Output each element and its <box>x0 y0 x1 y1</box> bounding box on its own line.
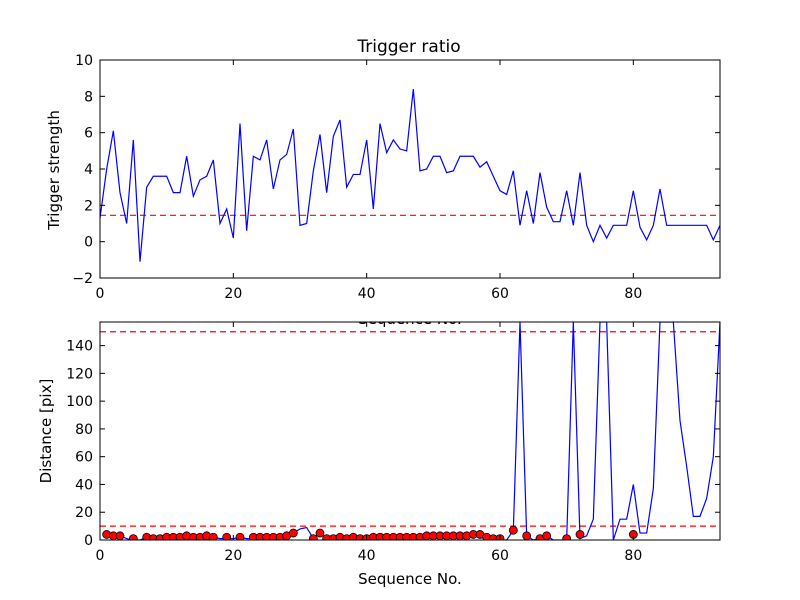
top-axes-frame <box>99 59 721 279</box>
top-y-tick-label: −2 <box>72 271 93 287</box>
top-y-tick-label: 8 <box>84 89 93 105</box>
bottom-y-tick-label: 40 <box>75 477 93 493</box>
top-x-tick-label: 80 <box>624 286 642 302</box>
bottom-marker-point <box>288 528 298 538</box>
top-x-tick-label: 20 <box>224 286 242 302</box>
top-y-tick-label: 0 <box>84 235 93 251</box>
bottom-x-axis-label: Sequence No. <box>358 570 462 588</box>
bottom-y-tick-label: 0 <box>84 533 93 549</box>
bottom-x-tick-label: 80 <box>624 548 642 564</box>
bottom-x-tick-label: 60 <box>491 548 509 564</box>
bottom-y-tick-label: 100 <box>66 394 93 410</box>
top-x-tick-label: 40 <box>358 286 376 302</box>
top-plot-area <box>100 89 720 262</box>
subplot-distance: 0 20 40 60 80 0 20 40 60 80 100 120 140 Sequence No.… <box>37 310 721 588</box>
bottom-marker-point <box>128 534 138 540</box>
bottom-y-tick-label: 20 <box>75 505 93 521</box>
bottom-axes-top-margin <box>100 310 720 322</box>
bottom-marker-point <box>522 531 532 540</box>
bottom-marker-point <box>308 534 318 540</box>
top-y-axis-label: Trigger strength <box>45 110 63 231</box>
top-y-tick-label: 10 <box>75 53 93 69</box>
top-y-tick-label: 6 <box>84 126 93 142</box>
bottom-marker-point <box>562 534 572 540</box>
bottom-marker-point <box>575 530 585 539</box>
bottom-marker-point <box>235 532 245 540</box>
top-y-tick-label: 4 <box>84 162 93 178</box>
bottom-y-tick-label: 60 <box>75 450 93 466</box>
bottom-marker-point <box>208 532 218 540</box>
bottom-axes-frame <box>99 321 721 541</box>
bottom-y-tick-label: 80 <box>75 422 93 438</box>
bottom-y-tick-label: 120 <box>66 366 93 382</box>
top-x-tick-label: 60 <box>491 286 509 302</box>
bottom-x-tick-label: 0 <box>96 548 105 564</box>
top-series-line <box>100 89 720 262</box>
bottom-x-tick-label: 40 <box>358 548 376 564</box>
bottom-plot-area <box>100 322 720 540</box>
bottom-marker-point <box>115 531 125 540</box>
bottom-marker-point <box>315 528 325 538</box>
bottom-clipped-layer <box>100 322 720 540</box>
bottom-x-tick-label: 20 <box>224 548 242 564</box>
bottom-y-tick-label: 140 <box>66 339 93 355</box>
bottom-y-axis-label: Distance [pix] <box>37 379 55 484</box>
chart-title: Trigger ratio <box>356 37 460 57</box>
bottom-ticks: 0 20 40 60 80 0 20 40 60 80 100 120 140 <box>66 322 720 564</box>
bottom-marker-point <box>542 531 552 540</box>
top-clipped-layer <box>100 89 720 262</box>
top-x-tick-label: 0 <box>96 286 105 302</box>
bottom-series-line <box>106 322 720 540</box>
bottom-marker-point <box>508 525 518 535</box>
bottom-marker-point <box>222 532 232 540</box>
top-y-tick-label: 2 <box>84 198 93 214</box>
